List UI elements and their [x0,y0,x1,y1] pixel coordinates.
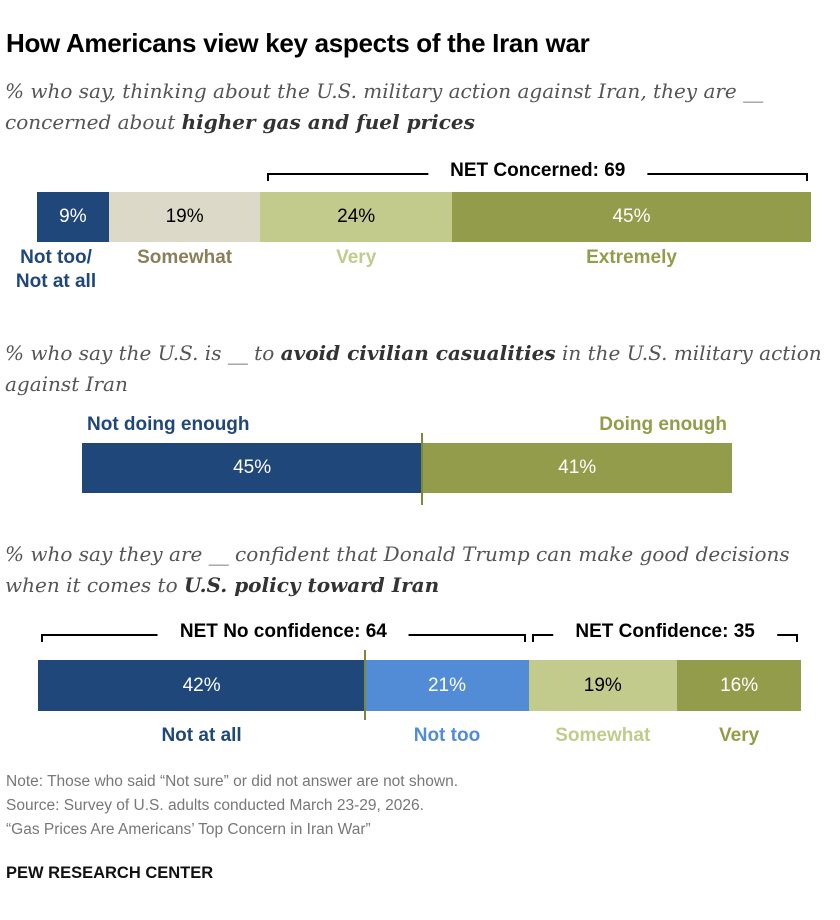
net-label: NET Concerned: 69 [428,160,648,182]
subtitle-3: % who say they are __ confident that Don… [5,539,835,601]
bar-segment: 41% [422,443,733,493]
subtitle-text: % who say the U.S. is __ to [5,341,281,365]
category-label: Not at all [161,725,242,746]
subtitle-emphasis: avoid civilian casualities [280,341,556,365]
subtitle-2: % who say the U.S. is __ to avoid civili… [5,338,835,400]
category-label: Somewhat [555,725,651,746]
bar-segment: 16% [676,660,802,711]
category-label: Not too/ Not at all [15,247,97,292]
bar-segment: 24% [260,192,452,242]
bar-segment: 21% [365,660,529,711]
subtitle-emphasis: higher gas and fuel prices [181,110,475,134]
brand-logo: PEW RESEARCH CENTER [6,864,214,882]
subtitle-emphasis: U.S. policy toward Iran [183,573,440,597]
subtitle-text: % who say, thinking about the U.S. milit… [5,79,764,134]
divider-line [364,650,367,720]
bar-segment: 45% [82,443,423,493]
bar-segment: 19% [528,660,677,711]
bar-segment: 19% [108,192,261,242]
source: Source: Survey of U.S. adults conducted … [6,797,424,814]
subtitle-text: in the U.S. military action against Iran [5,341,822,396]
divider-line [421,433,424,505]
category-label: Not doing enough [87,414,250,435]
note: Note: Those who said “Not sure” or did n… [6,773,459,790]
chart-title: How Americans view key aspects of the Ir… [6,28,590,58]
category-label: Not too [413,725,481,746]
category-label: Doing enough [599,414,727,435]
net-label: NET Confidence: 35 [553,621,777,643]
report-title: “Gas Prices Are Americans’ Top Concern i… [6,821,371,838]
category-label: Very [719,725,760,746]
bar-segment: 42% [38,660,366,711]
subtitle-1: % who say, thinking about the U.S. milit… [5,76,835,138]
bar-segment: 45% [451,192,812,242]
category-label: Extremely [586,247,677,268]
category-label: Somewhat [137,247,233,268]
net-label: NET No confidence: 64 [157,621,409,643]
subtitle-text: % who say they are __ confident that Don… [5,542,790,597]
category-label: Very [336,247,377,268]
bar-segment: 9% [37,192,109,242]
